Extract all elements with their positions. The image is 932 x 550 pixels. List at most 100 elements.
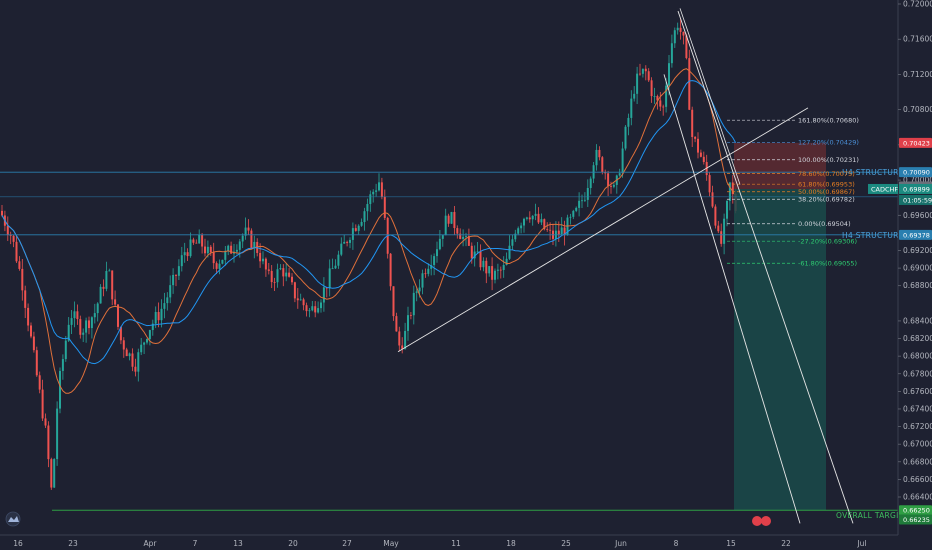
price-tag-4 [899, 505, 932, 516]
candle-body-205 [595, 149, 598, 166]
candle-body-121 [351, 228, 354, 240]
candle-body-69 [201, 234, 204, 247]
candle-body-5 [15, 241, 18, 262]
candle-body-229 [665, 85, 668, 107]
candle-body-206 [598, 149, 601, 158]
candle-body-223 [647, 71, 650, 81]
candle-body-129 [375, 190, 378, 192]
candle-body-143 [415, 291, 418, 293]
candle-body-62 [180, 255, 183, 267]
candle-body-75 [218, 263, 221, 269]
candle-body-176 [511, 239, 514, 246]
current-price-symbol: CADCHF [871, 185, 898, 193]
candle-body-146 [424, 273, 427, 275]
candle-body-89 [259, 252, 262, 262]
candle-body-147 [427, 268, 430, 274]
candle-body-175 [508, 245, 511, 259]
candle-body-77 [224, 250, 227, 260]
candle-body-13 [38, 375, 41, 390]
candle-body-2 [6, 225, 9, 235]
price-tick-label-13: 0.67800 [903, 369, 932, 378]
price-tick-label-8: 0.69000 [903, 264, 932, 273]
candle-body-168 [488, 266, 491, 274]
candle-body-161 [467, 236, 470, 246]
candle-body-249 [723, 218, 726, 244]
candle-body-95 [276, 269, 279, 283]
candle-body-101 [293, 282, 296, 299]
candle-body-148 [430, 265, 433, 269]
candle-body-210 [610, 185, 612, 187]
countdown-tag [899, 194, 932, 205]
fib-label-0: 161.80%(0.70680) [798, 117, 859, 125]
candle-body-66 [192, 239, 195, 243]
candle-body-149 [433, 256, 436, 266]
candle-body-244 [708, 175, 711, 193]
candle-body-200 [581, 200, 583, 202]
candle-body-9 [27, 307, 30, 326]
time-tick-label-10: 25 [561, 539, 571, 548]
candle-body-239 [694, 136, 697, 139]
candle-body-72 [209, 246, 212, 253]
candle-body-98 [285, 272, 288, 277]
price-tick-label-12: 0.68000 [903, 352, 932, 361]
candle-body-201 [583, 199, 586, 201]
candle-body-83 [241, 235, 244, 242]
candle-body-187 [543, 219, 546, 230]
candle-body-73 [212, 252, 215, 264]
candle-body-140 [407, 315, 409, 331]
candle-body-131 [380, 182, 383, 197]
candle-body-106 [308, 310, 311, 312]
time-tick-label-3: 7 [193, 539, 198, 548]
candle-body-20 [59, 370, 61, 409]
time-tick-label-0: 16 [13, 539, 23, 548]
candle-body-124 [360, 222, 363, 226]
candle-body-154 [447, 215, 450, 224]
descending-trendline-upper [677, 10, 854, 524]
candle-body-182 [528, 217, 531, 220]
candle-body-21 [61, 359, 64, 371]
candle-body-153 [444, 215, 447, 236]
candle-body-91 [264, 258, 267, 270]
candle-body-250 [726, 200, 728, 219]
candle-body-185 [537, 213, 540, 223]
candle-body-220 [639, 73, 641, 75]
candle-body-130 [378, 182, 380, 191]
candle-body-34 [99, 286, 102, 304]
candle-body-18 [53, 459, 56, 488]
candle-body-108 [314, 306, 317, 313]
candle-body-169 [491, 266, 494, 280]
candle-body-55 [160, 308, 163, 321]
time-tick-label-2: Apr [144, 539, 158, 548]
candle-body-151 [438, 238, 441, 250]
time-tick-label-7: May [383, 539, 399, 548]
candle-body-48 [140, 344, 143, 353]
candle-body-248 [720, 231, 723, 244]
candle-body-84 [244, 227, 247, 236]
candle-body-126 [366, 204, 369, 212]
candle-body-144 [418, 287, 421, 292]
candle-body-96 [279, 268, 282, 270]
price-tag-3 [899, 229, 932, 240]
candle-body-156 [453, 212, 456, 229]
candle-body-97 [282, 268, 285, 277]
candle-body-0 [1, 210, 3, 216]
candle-body-31 [90, 317, 93, 329]
candle-body-163 [473, 251, 476, 259]
candle-body-202 [586, 187, 589, 200]
candle-body-100 [291, 276, 293, 283]
candle-body-232 [673, 30, 676, 44]
candle-body-180 [523, 218, 525, 226]
ma-slow-line [1, 80, 737, 365]
price-tag-label-3: 0.69378 [903, 231, 930, 239]
price-tag-label-0: 0.70423 [903, 139, 930, 147]
candle-body-32 [93, 313, 96, 318]
candle-body-209 [607, 173, 610, 186]
candle-body-188 [546, 229, 549, 230]
candle-body-132 [383, 196, 386, 218]
candle-body-10 [30, 325, 32, 337]
candle-body-99 [288, 272, 291, 277]
candle-body-86 [250, 230, 253, 249]
candle-body-43 [125, 349, 128, 357]
price-tick-label-20: 0.66400 [903, 493, 932, 502]
